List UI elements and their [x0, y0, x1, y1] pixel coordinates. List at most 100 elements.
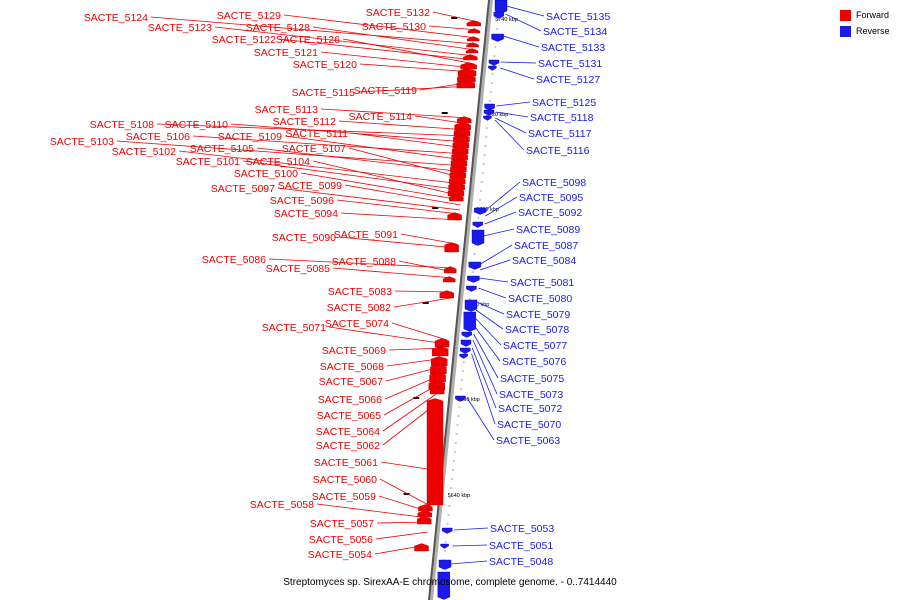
forward-gene-label[interactable]: SACTE_5074	[325, 318, 389, 330]
reverse-feature[interactable]	[488, 59, 500, 66]
forward-gene-label[interactable]: SACTE_5128	[246, 22, 310, 34]
forward-gene-label[interactable]: SACTE_5115	[292, 87, 356, 99]
reverse-feature[interactable]	[483, 109, 495, 116]
forward-gene-label[interactable]: SACTE_5110	[165, 119, 229, 131]
reverse-gene-label[interactable]: SACTE_5116	[526, 145, 590, 157]
forward-gene-label[interactable]: SACTE_5126	[276, 34, 340, 46]
reverse-gene-label[interactable]: SACTE_5089	[516, 224, 580, 236]
forward-gene-label[interactable]: SACTE_5112	[273, 116, 337, 128]
forward-feature[interactable]	[417, 510, 432, 518]
reverse-gene-label[interactable]: SACTE_5135	[546, 11, 610, 23]
reverse-gene-label[interactable]: SACTE_5125	[532, 97, 596, 109]
forward-gene-label[interactable]: SACTE_5083	[328, 286, 392, 298]
reverse-gene-label[interactable]: SACTE_5098	[522, 177, 586, 189]
reverse-feature[interactable]	[460, 347, 471, 354]
forward-feature[interactable]	[426, 398, 444, 506]
forward-gene-label[interactable]: SACTE_5102	[112, 146, 176, 158]
reverse-gene-label[interactable]: SACTE_5092	[518, 207, 582, 219]
forward-gene-label[interactable]: SACTE_5121	[254, 47, 318, 59]
forward-gene-label[interactable]: SACTE_5132	[366, 7, 430, 19]
forward-gene-label[interactable]: SACTE_5094	[274, 208, 338, 220]
forward-feature[interactable]	[430, 386, 445, 395]
reverse-gene-label[interactable]: SACTE_5087	[514, 240, 578, 252]
reverse-feature[interactable]	[491, 33, 504, 42]
reverse-gene-label[interactable]: SACTE_5076	[502, 356, 566, 368]
forward-gene-label[interactable]: SACTE_5088	[332, 256, 396, 268]
reverse-gene-label[interactable]: SACTE_5079	[506, 309, 570, 321]
forward-gene-label[interactable]: SACTE_5101	[176, 156, 240, 168]
forward-gene-label[interactable]: SACTE_5108	[90, 119, 154, 131]
reverse-feature[interactable]	[438, 559, 452, 570]
reverse-feature[interactable]	[442, 527, 453, 534]
reverse-feature[interactable]	[494, 0, 508, 14]
reverse-feature[interactable]	[471, 229, 485, 246]
reverse-gene-label[interactable]: SACTE_5133	[541, 42, 605, 54]
reverse-feature[interactable]	[483, 115, 492, 121]
reverse-gene-label[interactable]: SACTE_5127	[536, 74, 600, 86]
forward-gene-label[interactable]: SACTE_5100	[234, 168, 298, 180]
forward-gene-label[interactable]: SACTE_5119	[354, 85, 418, 97]
forward-gene-label[interactable]: SACTE_5103	[50, 136, 114, 148]
reverse-gene-label[interactable]: SACTE_5081	[510, 277, 574, 289]
forward-gene-label[interactable]: SACTE_5062	[316, 440, 380, 452]
forward-gene-label[interactable]: SACTE_5082	[327, 302, 391, 314]
reverse-gene-label[interactable]: SACTE_5084	[512, 255, 576, 267]
forward-gene-label[interactable]: SACTE_5090	[272, 232, 336, 244]
forward-gene-label[interactable]: SACTE_5067	[319, 376, 383, 388]
forward-gene-label[interactable]: SACTE_5130	[362, 21, 426, 33]
forward-gene-label[interactable]: SACTE_5097	[211, 183, 275, 195]
reverse-gene-label[interactable]: SACTE_5077	[503, 340, 567, 352]
reverse-gene-label[interactable]: SACTE_5117	[528, 128, 592, 140]
forward-gene-label[interactable]: SACTE_5054	[308, 549, 372, 561]
forward-gene-label[interactable]: SACTE_5123	[148, 22, 212, 34]
forward-gene-label[interactable]: SACTE_5105	[190, 143, 254, 155]
reverse-gene-label[interactable]: SACTE_5075	[500, 373, 564, 385]
forward-gene-label[interactable]: SACTE_5058	[250, 499, 314, 511]
forward-gene-label[interactable]: SACTE_5085	[266, 263, 330, 275]
forward-gene-label[interactable]: SACTE_5113	[255, 104, 319, 116]
reverse-feature[interactable]	[461, 331, 472, 338]
forward-feature[interactable]	[418, 504, 433, 512]
reverse-gene-label[interactable]: SACTE_5048	[489, 556, 553, 568]
reverse-feature[interactable]	[474, 207, 487, 215]
reverse-gene-label[interactable]: SACTE_5063	[496, 435, 560, 447]
reverse-gene-label[interactable]: SACTE_5078	[505, 324, 569, 336]
reverse-gene-label[interactable]: SACTE_5070	[497, 419, 561, 431]
forward-gene-label[interactable]: SACTE_5096	[270, 195, 334, 207]
forward-gene-label[interactable]: SACTE_5111	[285, 128, 348, 140]
forward-feature[interactable]	[457, 68, 477, 77]
forward-gene-label[interactable]: SACTE_5056	[309, 534, 373, 546]
forward-gene-label[interactable]: SACTE_5065	[317, 410, 381, 422]
forward-gene-label[interactable]: SACTE_5071	[262, 322, 326, 334]
forward-gene-label[interactable]: SACTE_5104	[246, 156, 310, 168]
forward-feature[interactable]	[466, 20, 481, 27]
reverse-feature[interactable]	[459, 353, 468, 359]
reverse-gene-label[interactable]: SACTE_5051	[489, 540, 553, 552]
forward-gene-label[interactable]: SACTE_5120	[293, 59, 357, 71]
forward-gene-label[interactable]: SACTE_5122	[212, 34, 276, 46]
reverse-gene-label[interactable]: SACTE_5131	[538, 58, 602, 70]
reverse-feature[interactable]	[440, 543, 449, 549]
reverse-feature[interactable]	[460, 339, 472, 347]
forward-gene-label[interactable]: SACTE_5107	[282, 143, 346, 155]
reverse-feature[interactable]	[484, 103, 495, 111]
reverse-gene-label[interactable]: SACTE_5134	[543, 26, 607, 38]
forward-gene-label[interactable]: SACTE_5060	[313, 474, 377, 486]
forward-gene-label[interactable]: SACTE_5129	[217, 10, 281, 22]
forward-gene-label[interactable]: SACTE_5106	[126, 131, 190, 143]
reverse-gene-label[interactable]: SACTE_5073	[499, 389, 563, 401]
reverse-feature[interactable]	[468, 261, 481, 270]
reverse-feature[interactable]	[488, 65, 497, 71]
reverse-gene-label[interactable]: SACTE_5080	[508, 293, 572, 305]
forward-gene-label[interactable]: SACTE_5059	[312, 491, 376, 503]
reverse-feature[interactable]	[466, 285, 477, 292]
forward-gene-label[interactable]: SACTE_5057	[310, 518, 374, 530]
forward-gene-label[interactable]: SACTE_5099	[278, 180, 342, 192]
reverse-feature[interactable]	[472, 221, 483, 228]
forward-gene-label[interactable]: SACTE_5066	[318, 394, 382, 406]
forward-gene-label[interactable]: SACTE_5068	[320, 361, 384, 373]
forward-gene-label[interactable]: SACTE_5069	[322, 345, 386, 357]
reverse-gene-label[interactable]: SACTE_5118	[530, 112, 594, 124]
forward-gene-label[interactable]: SACTE_5109	[218, 131, 282, 143]
